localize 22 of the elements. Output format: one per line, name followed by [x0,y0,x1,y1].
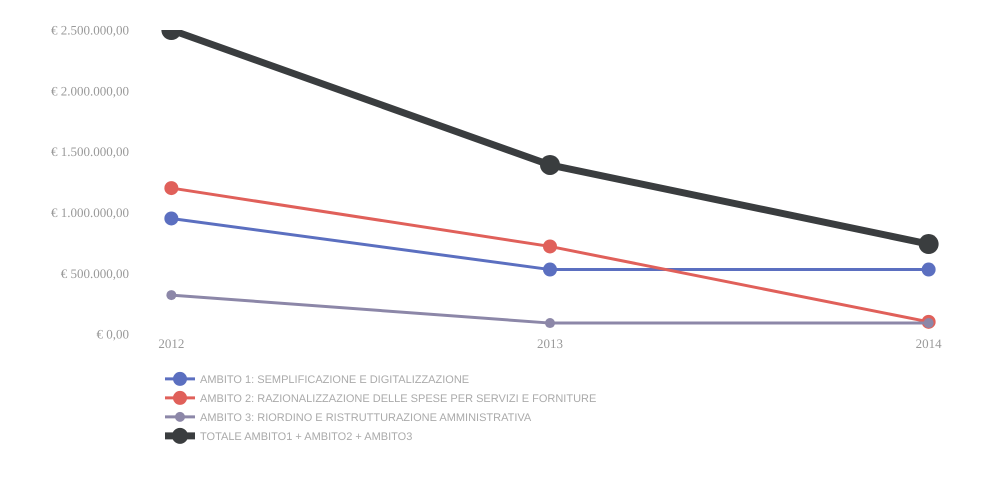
y-tick-label: € 0,00 [96,326,129,342]
point [540,154,560,175]
legend-label: AMBITO 3: RIORDINO E RISTRUTTURAZIONE AMMINISTRATIVA [200,412,532,424]
x-tick-label: 2014 [916,336,942,351]
point [164,211,178,226]
point [922,262,936,277]
y-tick-label: € 2.000.000,00 [51,83,129,98]
legend-label: AMBITO 2: RAZIONALIZZAZIONE DELLE SPESE PER SERVIZI E FORNITURE [200,393,596,406]
y-tick-label: € 500.000,00 [60,266,129,281]
point [918,234,939,254]
y-tick-label: € 1.000.000,00 [51,204,129,220]
point [164,181,178,196]
x-tick-label: 2013 [537,336,563,351]
y-tick-label: € 1.500.000,00 [51,144,129,160]
y-tick-label: € 2.500.000,00 [51,22,129,38]
point [545,318,555,328]
legend-label: AMBITO 1: SEMPLIFICAZIONE E DIGITALIZZAZIONE [200,374,470,386]
x-tick-label: 2012 [158,336,184,351]
point [166,290,176,300]
point [543,262,557,277]
point [543,239,557,254]
legend-label: TOTALE AMBITO1 + AMBITO2 + AMBITO3 [200,431,412,444]
